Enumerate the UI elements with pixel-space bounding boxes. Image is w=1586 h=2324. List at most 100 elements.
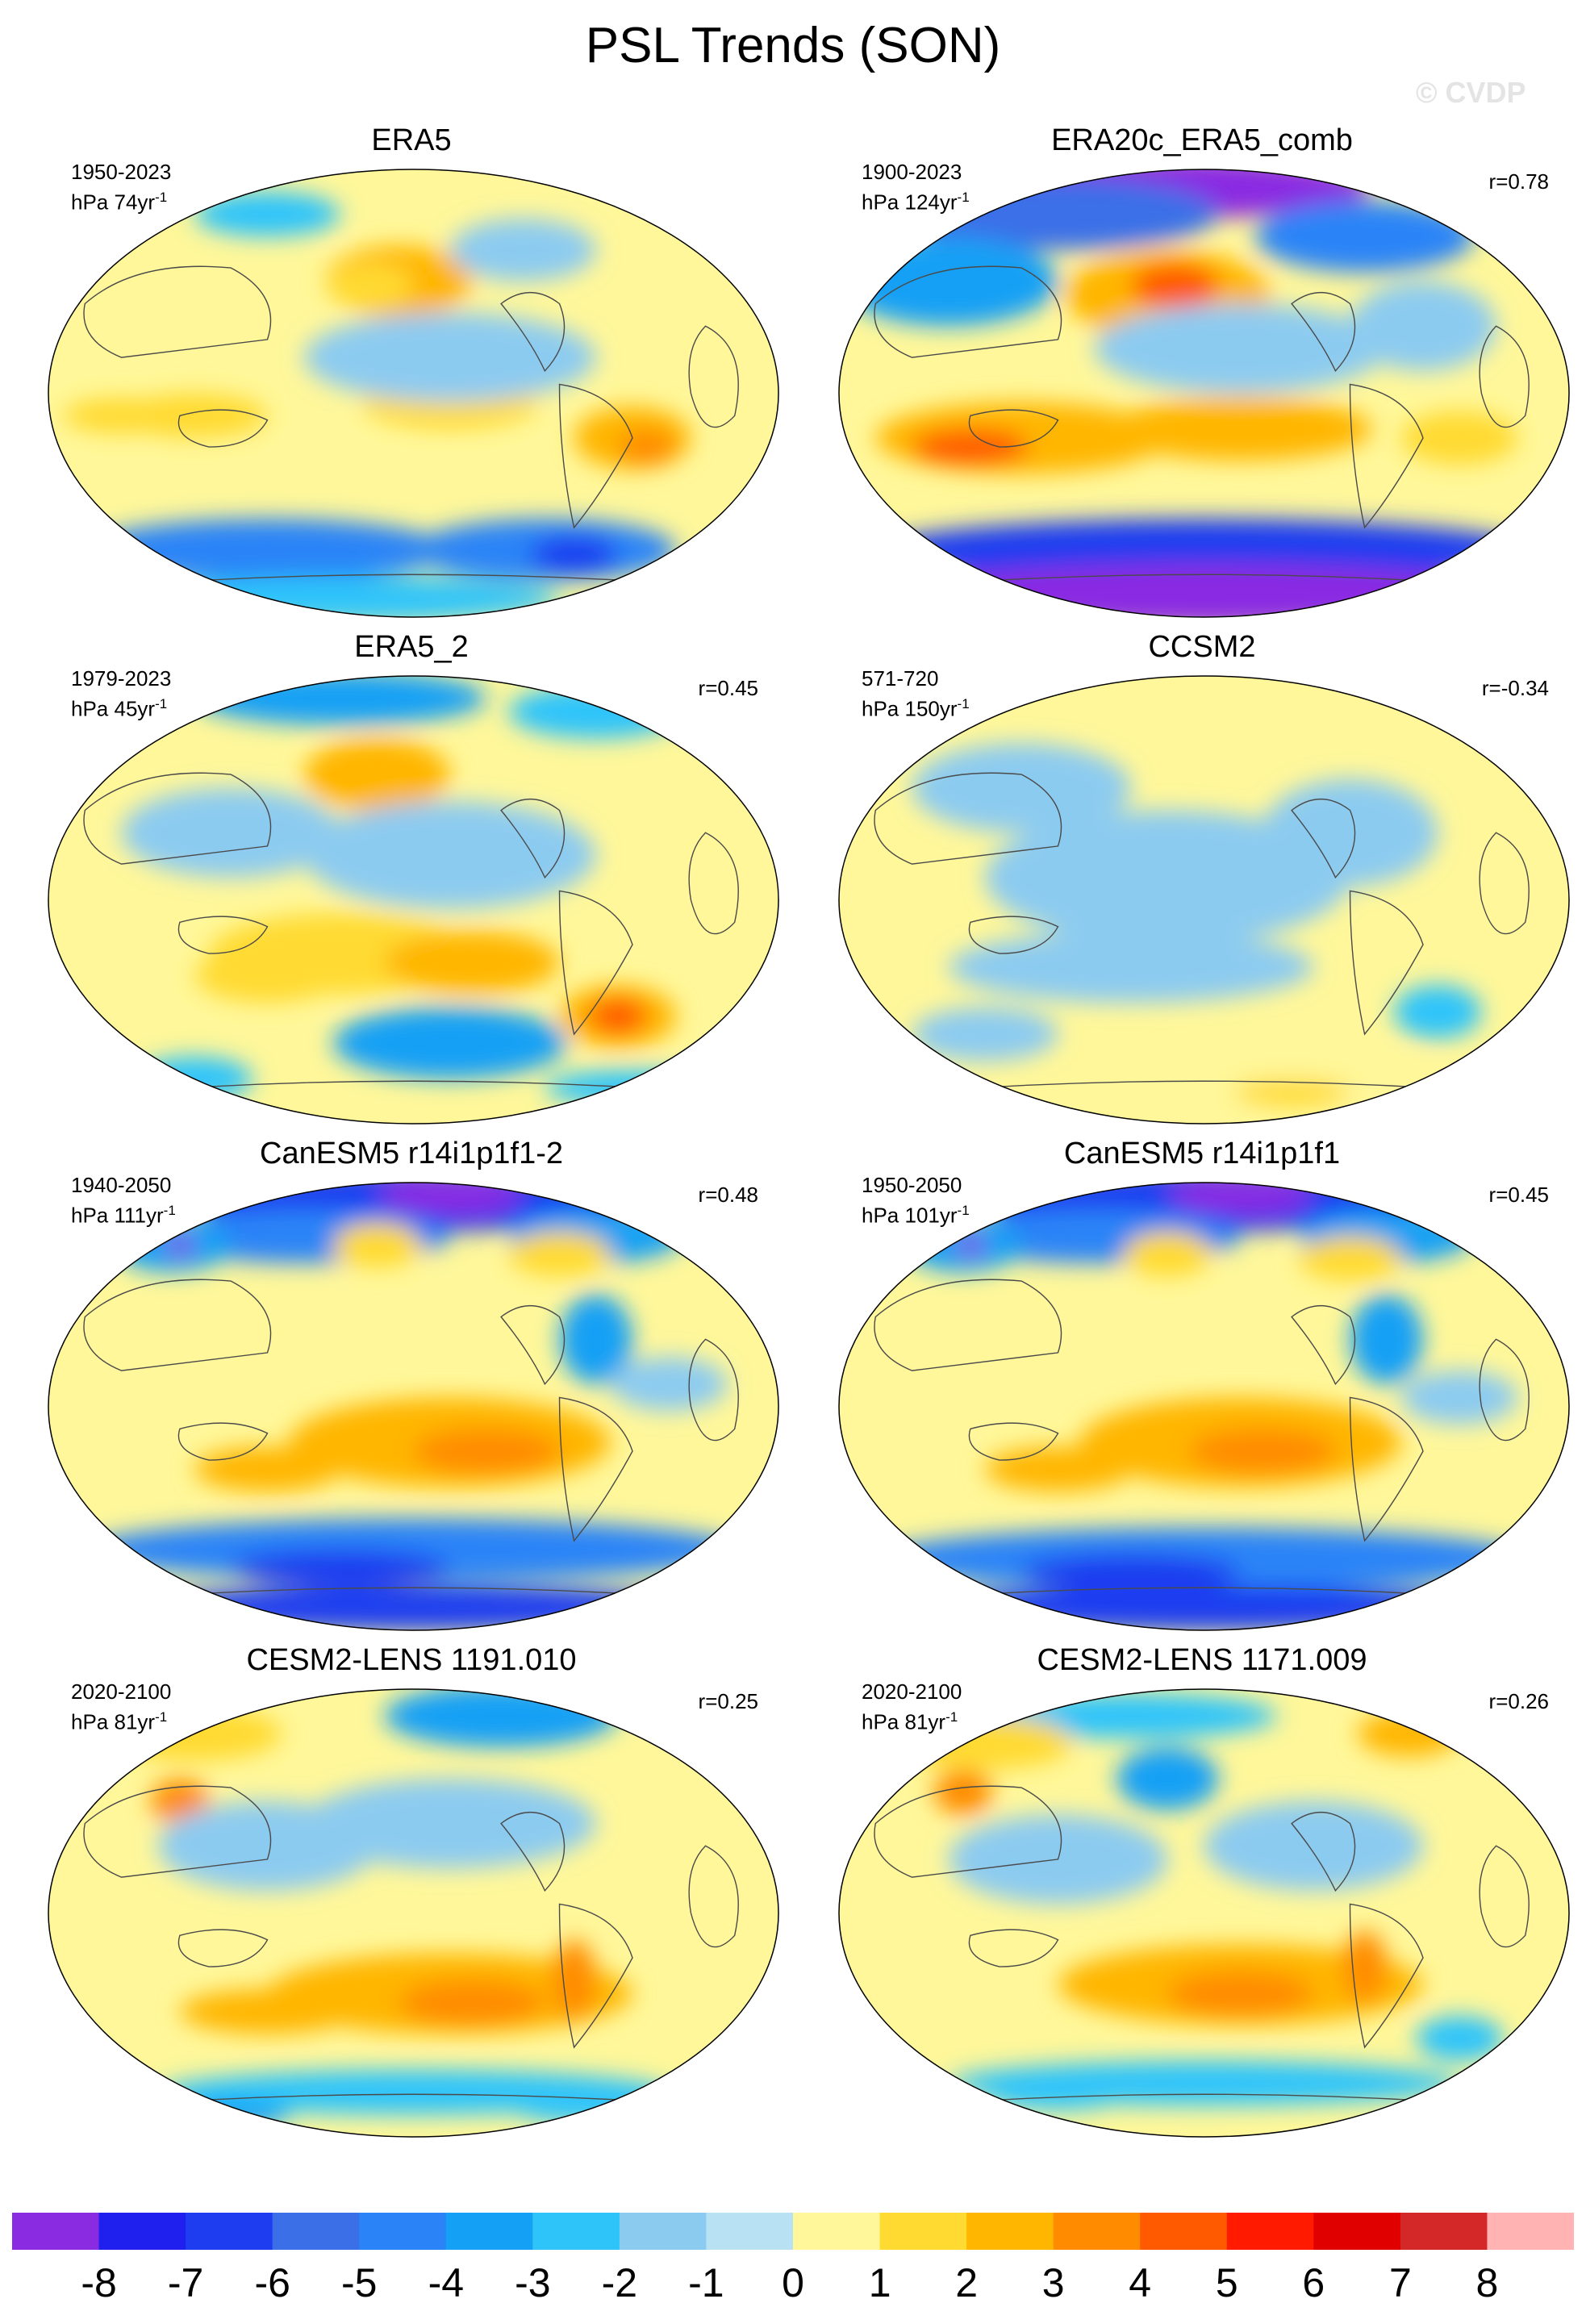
panel-correlation: r=0.45 [698,676,758,700]
trend-contour [1254,200,1475,273]
trend-contour [121,787,340,878]
trend-contour [1350,1294,1423,1384]
trend-contour [912,1007,1058,1062]
trend-contour [948,931,1314,1003]
colorbar-swatch [272,2213,360,2250]
colorbar-tick-label: 8 [1475,2260,1499,2305]
map-plot [838,1182,1570,1631]
coastline [177,409,269,448]
coastline [688,832,739,935]
trend-contour [530,536,618,573]
map-outline [48,169,779,618]
coastline [1479,1845,1530,1948]
trend-contour [384,1689,618,1748]
map-plot [48,169,779,618]
trend-contour [508,1232,611,1277]
coastline [1349,890,1424,1036]
trend-contour [150,1779,210,1824]
panel-correlation: r=0.78 [1488,169,1549,194]
colorbar-tick-label: -4 [428,2260,465,2305]
map-outline [48,1688,779,2138]
colorbar-swatch [1313,2213,1401,2250]
map-plot [48,675,779,1124]
trend-contour [399,1980,545,2026]
coastline [1291,798,1356,879]
trend-contour [179,1988,356,2034]
trend-contour [231,1550,450,1586]
trend-contour [617,428,677,465]
trend-contour [1167,1971,1314,2017]
coastline [1291,291,1356,373]
coastline [688,325,739,428]
coastline [874,265,1062,358]
trend-contour [1108,398,1372,461]
colorbar-tick-label: 0 [782,2260,804,2305]
trend-contour [985,1446,1131,1492]
trend-contour [1094,1052,1460,1106]
panel-title: ERA5_2 [354,630,469,664]
panel-years: 2020-2100 [71,1679,172,1704]
trend-contour [985,2074,1131,2110]
colorbar-swatch [706,2213,794,2250]
map-plot [838,675,1570,1124]
map-outline [838,1182,1570,1631]
map-panel: CanESM5 r14i1p1f1 1950-2050 hPa 101yr-1 r=0… [823,1136,1581,1652]
coastline [558,383,633,529]
panel-title: ERA20c_ERA5_comb [1051,123,1353,157]
colorbar-swatch [1400,2213,1488,2250]
trend-contour [63,398,180,434]
coastline [968,1929,1059,1967]
panel-units: hPa 124yr-1 [862,190,970,215]
colorbar [12,2213,1574,2250]
colorbar-swatch [98,2213,186,2250]
coastline [688,1845,739,1948]
coastline [874,1279,1062,1371]
coastline [1349,1396,1424,1542]
trend-contour [1393,984,1482,1039]
coastline [83,772,272,865]
trend-contour [194,676,486,726]
colorbar-swatch [1140,2213,1228,2250]
trend-contour [303,801,596,909]
trend-contour [1342,1930,1387,2003]
coastline [83,265,272,358]
panel-title: CanESM5 r14i1p1f1 [1063,1137,1341,1170]
colorbar-tick-label: 6 [1302,2260,1325,2305]
trend-contour [165,1236,194,1254]
coastline [558,1903,633,2049]
map-plot [838,169,1570,618]
map-panel: ERA20c_ERA5_comb 1900-2023 hPa 124yr-1 r=0.… [823,123,1581,639]
colorbar-swatch [359,2213,447,2250]
trend-contour [194,949,340,1003]
map-plot [838,1688,1570,2138]
map-panel: CESM2-LENS 1191.010 2020-2100 hPa 81yr-1 r=… [32,1642,791,2159]
map-outline [838,1688,1570,2138]
panel-correlation: r=-0.34 [1481,676,1549,700]
panel-years: 1950-2050 [862,1173,962,1197]
map-outline [838,675,1570,1124]
panel-units: hPa 81yr-1 [862,1709,958,1734]
trend-contour [1021,1554,1241,1591]
colorbar-swatch [966,2213,1054,2250]
trend-contour [508,2087,684,2124]
map-outline [48,675,779,1124]
trend-contour [559,1294,632,1384]
panel-title: CanESM5 r14i1p1f1-2 [260,1137,563,1170]
map-panel: CCSM2 571-720 hPa 150yr-1 r=-0.34 [823,629,1581,1145]
trend-contour [933,1769,993,1815]
colorbar-tick-label: 4 [1129,2260,1152,2305]
colorbar-tick-label: 3 [1041,2260,1065,2305]
panel-correlation: r=0.48 [698,1183,758,1207]
colorbar-tick-label: -2 [601,2260,638,2305]
trend-contour [332,1222,421,1268]
panel-title: ERA5 [371,123,452,157]
panel-correlation: r=0.45 [1488,1183,1549,1207]
map-background-field [48,1689,778,2137]
coastline [1349,383,1424,529]
colorbar-swatch [879,2213,967,2250]
colorbar-swatch [445,2213,533,2250]
coastline [500,291,566,373]
trend-contour [508,685,684,739]
coastline [874,1785,1062,1878]
coastline [968,1422,1059,1461]
